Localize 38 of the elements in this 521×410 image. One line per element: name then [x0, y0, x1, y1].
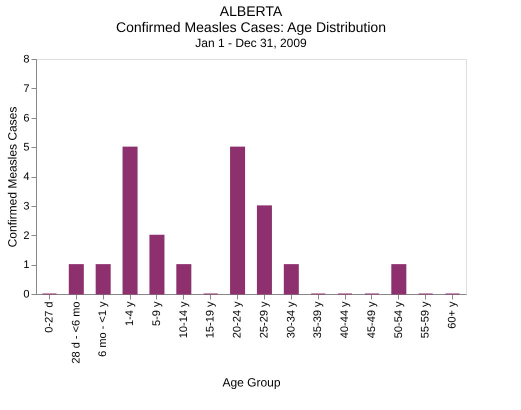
x-tick-label: 20-24 y [232, 301, 244, 338]
y-tick-label: 6 [23, 112, 30, 124]
x-tick-label: 28 d - <6 mo [70, 302, 82, 364]
bar [230, 146, 246, 294]
chart-title: ALBERTA Confirmed Measles Cases: Age Distribution [116, 3, 386, 35]
y-axis-title: Confirmed Measles Cases [5, 106, 20, 248]
y-tick-label: 1 [23, 259, 30, 272]
bar [68, 264, 84, 294]
x-tick-label: 40-44 y [339, 301, 352, 338]
x-tick-label: 45-49 y [366, 301, 378, 338]
x-axis-title: Age Group [222, 376, 281, 390]
x-tick-label: 55-59 y [420, 301, 432, 338]
x-tick-label: 30-34 y [285, 301, 298, 338]
x-tick-label: 60+ y [446, 301, 459, 329]
x-tick-label: 0-27 d [43, 302, 56, 333]
bar [122, 146, 138, 294]
x-tick-label: 10-14 y [178, 301, 190, 338]
x-tick-label: 1-4 y [124, 301, 136, 326]
y-tick-label: 7 [23, 82, 30, 95]
chart-subtitle: Jan 1 - Dec 31, 2009 [195, 36, 308, 50]
bar [149, 234, 164, 294]
y-tick-label: 5 [23, 142, 30, 154]
bar [256, 205, 272, 294]
x-tick-label: 50-54 y [392, 301, 405, 338]
y-tick-label: 4 [23, 171, 30, 183]
y-tick-label: 3 [23, 200, 30, 212]
bar [284, 264, 299, 294]
y-tick-label: 8 [23, 54, 30, 66]
x-tick-label: 15-19 y [204, 301, 217, 338]
bar [391, 264, 406, 294]
x-tick-label: 5-9 y [150, 301, 163, 326]
x-tick-label: 6 mo - <1 y [97, 301, 110, 357]
bar [96, 264, 111, 294]
x-tick-label: 25-29 y [258, 301, 270, 338]
y-tick-label: 0 [23, 288, 30, 300]
bar [176, 264, 192, 294]
y-tick-label: 2 [23, 230, 30, 242]
x-tick-label: 35-39 y [312, 301, 324, 338]
